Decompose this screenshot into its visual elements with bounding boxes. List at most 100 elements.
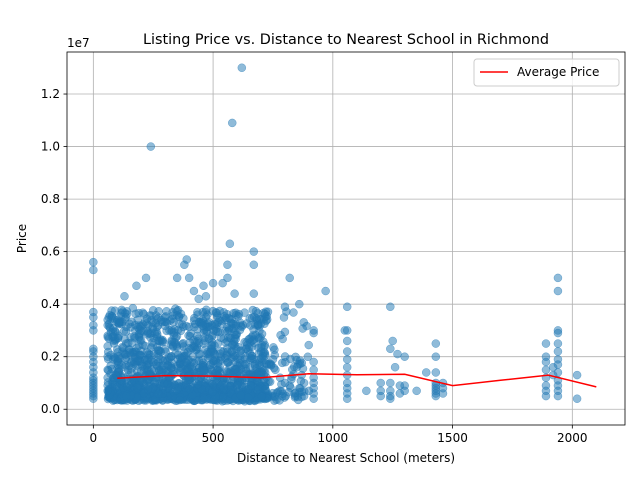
scatter-point: [138, 308, 148, 317]
scatter-point: [247, 354, 256, 363]
scatter-point: [128, 303, 138, 313]
scatter-point: [249, 289, 259, 298]
scatter-point: [553, 391, 563, 401]
x-tick-label: 1000: [318, 431, 349, 445]
scatter-point: [103, 373, 112, 382]
scatter-point: [236, 346, 246, 355]
scatter-point: [386, 302, 395, 312]
scatter-point: [189, 286, 199, 296]
scatter-point: [400, 352, 409, 361]
scatter-point: [249, 260, 259, 270]
x-tick-label: 0: [90, 431, 98, 445]
scatter-point: [146, 343, 156, 352]
scatter-point: [246, 381, 256, 391]
scatter-point: [230, 365, 240, 374]
scatter-point: [132, 343, 142, 353]
scatter-point: [236, 391, 246, 400]
scatter-point: [198, 321, 207, 330]
scatter-point: [158, 335, 167, 345]
scatter-point: [194, 294, 203, 304]
scatter-point: [191, 319, 200, 329]
scatter-point: [321, 286, 330, 296]
scatter-point: [287, 372, 296, 382]
scatter-point: [199, 366, 208, 375]
y-tick-label: 0.8: [41, 192, 60, 206]
scatter-point: [376, 391, 385, 401]
y-tick-label: 1.2: [41, 87, 60, 101]
scatter-point: [169, 328, 179, 337]
scatter-point: [114, 318, 123, 328]
scatter-point: [146, 142, 156, 151]
x-tick-label: 500: [202, 431, 225, 445]
scatter-point: [218, 278, 227, 288]
scatter-point: [553, 347, 563, 356]
scatter-point: [247, 332, 256, 342]
scatter-point: [153, 389, 163, 399]
scatter-point: [295, 299, 304, 309]
scatter-point: [299, 378, 309, 388]
scatter-point: [230, 289, 239, 298]
scatter-point: [243, 340, 252, 350]
scatter-point: [252, 314, 261, 323]
scatter-point: [241, 360, 251, 369]
scatter-point: [210, 319, 220, 329]
legend-label-average-price: Average Price: [517, 65, 599, 79]
scatter-point: [121, 392, 131, 401]
scatter-point: [541, 365, 551, 375]
scatter-point: [89, 313, 98, 322]
scatter-point: [196, 349, 205, 359]
scatter-point: [140, 371, 149, 380]
scatter-point: [268, 355, 278, 364]
y-tick-label: 0.2: [41, 350, 60, 364]
scatter-point: [141, 273, 151, 283]
scatter-point: [204, 334, 213, 343]
scatter-point: [342, 326, 352, 335]
scatter-point: [362, 386, 371, 396]
legend-box: [473, 58, 620, 87]
scatter-point: [246, 321, 255, 330]
scatter-point: [143, 328, 152, 338]
x-tick-label: 2000: [557, 431, 588, 445]
scatter-point: [262, 315, 272, 324]
scatter-point: [118, 342, 127, 352]
scatter-point: [181, 358, 191, 367]
scatter-point: [421, 368, 431, 377]
scatter-point: [280, 302, 290, 312]
scatter-point: [400, 386, 409, 396]
scatter-point: [213, 359, 223, 368]
scatter-point: [135, 356, 145, 366]
scatter-point: [342, 336, 352, 346]
scatter-point: [309, 357, 318, 367]
scatter-point: [182, 321, 191, 331]
scatter-point: [151, 360, 161, 369]
scatter-point: [244, 393, 253, 402]
scatter-point: [386, 378, 395, 388]
scatter-point: [299, 318, 308, 327]
scatter-point: [173, 384, 183, 393]
scatter-point: [412, 386, 421, 396]
scatter-point: [232, 380, 242, 390]
scatter-point: [230, 327, 239, 337]
scatter-point: [342, 355, 352, 364]
scatter-point: [183, 347, 192, 357]
scatter-point: [132, 281, 141, 291]
scatter-point: [431, 368, 441, 377]
scatter-point: [154, 346, 164, 356]
scatter-point: [299, 391, 309, 401]
scatter-point: [215, 327, 225, 337]
plot-frame: [66, 51, 626, 426]
scatter-point: [176, 309, 186, 319]
scatter-point: [541, 339, 551, 348]
scatter-point: [541, 357, 551, 367]
scatter-point: [376, 378, 385, 388]
y-tick-label: 0.0: [41, 402, 60, 416]
scatter-point: [272, 395, 281, 404]
scatter-point: [309, 365, 318, 375]
scatter-point: [386, 344, 395, 354]
scatter-point: [163, 379, 172, 389]
scatter-point: [257, 353, 266, 363]
scatter-point: [175, 395, 185, 405]
scatter-point: [289, 308, 298, 317]
scatter-point: [193, 380, 203, 389]
